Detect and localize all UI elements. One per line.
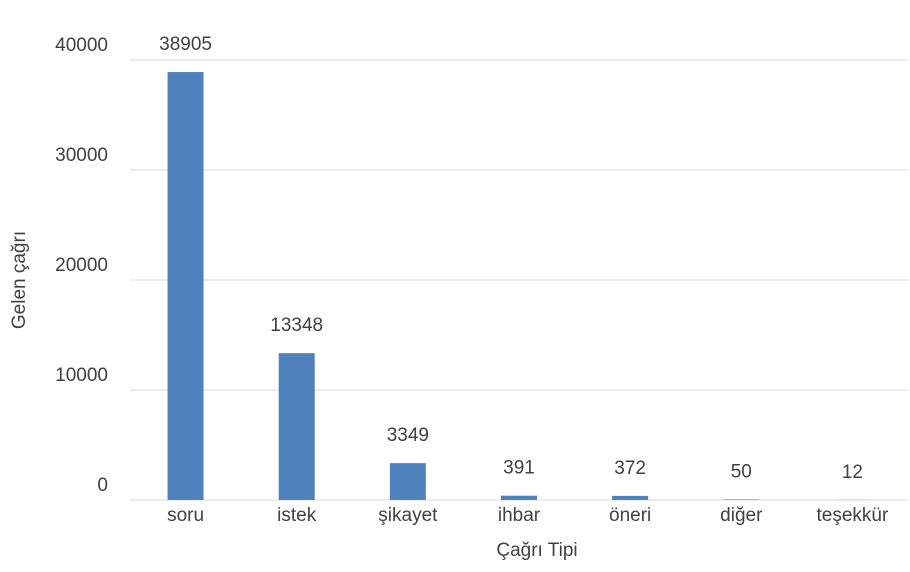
bar bbox=[278, 353, 315, 500]
data-label: 391 bbox=[503, 458, 535, 479]
x-tick-label: şikayet bbox=[378, 505, 438, 526]
data-label: 50 bbox=[731, 461, 752, 482]
y-tick-label: 40000 bbox=[55, 35, 108, 56]
x-axis-title: Çağrı Tipi bbox=[496, 540, 577, 561]
y-axis-title: Gelen çağrı bbox=[9, 231, 30, 329]
data-label: 3349 bbox=[387, 425, 429, 446]
data-label: 13348 bbox=[270, 315, 323, 336]
y-tick-label: 20000 bbox=[55, 255, 108, 276]
x-tick-label: istek bbox=[277, 505, 317, 526]
bar bbox=[501, 495, 537, 500]
y-tick-label: 10000 bbox=[55, 365, 108, 386]
data-label: 38905 bbox=[159, 34, 212, 55]
y-tick-label: 30000 bbox=[55, 145, 108, 166]
x-tick-label: ihbar bbox=[498, 505, 541, 526]
data-label: 372 bbox=[614, 458, 646, 479]
data-label: 12 bbox=[842, 462, 863, 483]
x-tick-label: diğer bbox=[720, 505, 763, 526]
x-tick-label: teşekkür bbox=[817, 505, 889, 526]
x-tick-label: öneri bbox=[609, 505, 651, 526]
bar bbox=[612, 495, 649, 500]
y-tick-label: 0 bbox=[97, 475, 108, 496]
bar bbox=[723, 499, 760, 500]
bar bbox=[167, 72, 204, 501]
bar bbox=[389, 463, 426, 500]
x-tick-label: soru bbox=[167, 505, 204, 526]
